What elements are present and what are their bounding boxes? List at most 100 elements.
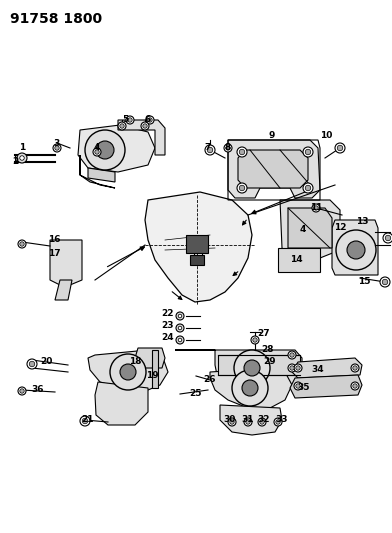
- Circle shape: [207, 147, 213, 153]
- Polygon shape: [218, 355, 300, 375]
- Circle shape: [205, 145, 215, 155]
- Circle shape: [290, 353, 294, 357]
- Circle shape: [146, 116, 154, 124]
- Circle shape: [380, 277, 390, 287]
- Polygon shape: [288, 208, 332, 248]
- Circle shape: [296, 366, 300, 370]
- Circle shape: [118, 122, 126, 130]
- Text: 26: 26: [204, 376, 216, 384]
- Text: 27: 27: [258, 329, 270, 338]
- Text: 23: 23: [162, 321, 174, 330]
- Circle shape: [336, 230, 376, 270]
- Text: 13: 13: [356, 217, 368, 227]
- Circle shape: [347, 241, 365, 259]
- Circle shape: [120, 364, 136, 380]
- Circle shape: [237, 147, 247, 157]
- Circle shape: [337, 146, 343, 151]
- Text: 21: 21: [82, 416, 94, 424]
- Text: 2: 2: [12, 157, 18, 166]
- Circle shape: [20, 242, 24, 246]
- Circle shape: [260, 420, 264, 424]
- Text: 24: 24: [162, 334, 174, 343]
- Circle shape: [178, 314, 182, 318]
- Circle shape: [335, 143, 345, 153]
- Text: 18: 18: [129, 358, 141, 367]
- Circle shape: [143, 124, 147, 128]
- Text: 35: 35: [298, 384, 310, 392]
- Text: 1: 1: [19, 143, 25, 152]
- Text: 15: 15: [358, 278, 370, 287]
- Circle shape: [312, 204, 320, 212]
- Circle shape: [178, 338, 182, 342]
- Text: 19: 19: [146, 372, 158, 381]
- Circle shape: [120, 124, 124, 128]
- Circle shape: [232, 370, 268, 406]
- Circle shape: [96, 141, 114, 159]
- Circle shape: [239, 185, 245, 191]
- Polygon shape: [290, 375, 362, 398]
- Text: 17: 17: [48, 249, 60, 259]
- Circle shape: [294, 364, 302, 372]
- Text: 33: 33: [276, 416, 288, 424]
- Text: 34: 34: [312, 366, 324, 375]
- Circle shape: [80, 416, 90, 426]
- Circle shape: [303, 183, 313, 193]
- Text: 36: 36: [32, 385, 44, 394]
- Circle shape: [126, 116, 134, 124]
- Circle shape: [148, 118, 152, 122]
- Text: 4: 4: [94, 142, 100, 151]
- Circle shape: [85, 130, 125, 170]
- Polygon shape: [80, 155, 115, 188]
- Bar: [190, 255, 204, 265]
- Circle shape: [242, 380, 258, 396]
- Polygon shape: [292, 358, 362, 378]
- Polygon shape: [55, 280, 72, 300]
- Polygon shape: [228, 140, 320, 198]
- Circle shape: [305, 149, 311, 155]
- Circle shape: [305, 185, 311, 191]
- Text: 11: 11: [310, 204, 322, 213]
- Circle shape: [296, 384, 300, 388]
- Bar: [186, 235, 208, 253]
- Circle shape: [27, 359, 37, 369]
- Polygon shape: [145, 192, 252, 302]
- Circle shape: [128, 118, 132, 122]
- Circle shape: [244, 418, 252, 426]
- Polygon shape: [118, 120, 165, 155]
- Text: 8: 8: [225, 143, 231, 152]
- Text: 25: 25: [190, 390, 202, 399]
- Circle shape: [176, 324, 184, 332]
- Circle shape: [29, 361, 35, 367]
- Circle shape: [276, 420, 280, 424]
- Text: 31: 31: [242, 416, 254, 424]
- Text: 3: 3: [54, 139, 60, 148]
- Circle shape: [274, 418, 282, 426]
- Text: 12: 12: [334, 223, 346, 232]
- Circle shape: [110, 354, 146, 390]
- Circle shape: [288, 351, 296, 359]
- Circle shape: [234, 350, 270, 386]
- Text: 28: 28: [262, 345, 274, 354]
- Circle shape: [95, 150, 99, 154]
- Circle shape: [53, 144, 61, 152]
- Text: 4: 4: [300, 225, 306, 235]
- Circle shape: [178, 326, 182, 330]
- Polygon shape: [50, 240, 82, 285]
- Text: 22: 22: [162, 310, 174, 319]
- Text: 9: 9: [269, 132, 275, 141]
- Circle shape: [385, 235, 391, 241]
- Circle shape: [20, 389, 24, 393]
- Text: 5: 5: [122, 116, 128, 125]
- Polygon shape: [175, 350, 302, 392]
- Circle shape: [17, 153, 27, 163]
- Polygon shape: [95, 382, 148, 425]
- Circle shape: [237, 183, 247, 193]
- Circle shape: [55, 146, 59, 150]
- Polygon shape: [78, 125, 155, 172]
- Circle shape: [353, 366, 357, 370]
- Text: 30: 30: [224, 416, 236, 424]
- Polygon shape: [88, 168, 115, 182]
- Polygon shape: [278, 248, 320, 272]
- Text: 7: 7: [205, 143, 211, 152]
- Circle shape: [251, 336, 259, 344]
